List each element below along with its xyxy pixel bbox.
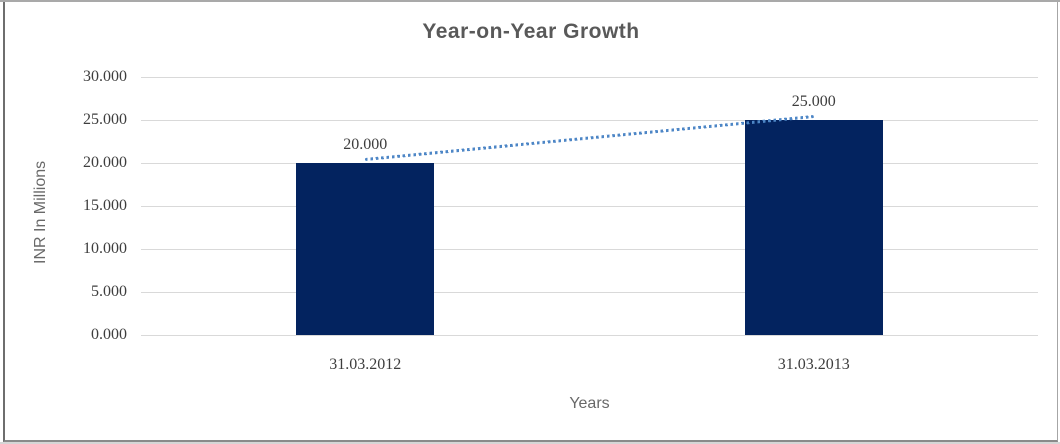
gridline (141, 205, 1038, 207)
chart-title: Year-on-Year Growth (422, 20, 640, 43)
gridline (141, 291, 1038, 293)
bar[interactable] (296, 163, 435, 335)
y-tick-label: 30.000 (83, 68, 127, 85)
x-axis-title: Years (569, 395, 610, 412)
gridline (141, 334, 1038, 336)
x-tick-label: 31.03.2012 (329, 356, 402, 373)
gridline (141, 248, 1038, 250)
bar-value-label: 25.000 (791, 93, 836, 110)
frame-bottom-border (0, 442, 1060, 444)
x-tick-label: 31.03.2013 (777, 356, 850, 373)
frame-top-border (0, 0, 1060, 2)
y-tick-label: 0.000 (91, 326, 127, 343)
y-tick-label: 5.000 (91, 283, 127, 300)
gridline (141, 76, 1038, 78)
bar[interactable] (744, 120, 883, 335)
gridline (141, 162, 1038, 164)
chart-frame[interactable]: Year-on-Year Growth INR In Millions 0.00… (3, 2, 1058, 442)
y-tick-label: 20.000 (83, 154, 127, 171)
bar-value-label: 20.000 (343, 136, 388, 153)
y-tick-label: 15.000 (83, 197, 127, 214)
y-tick-label: 25.000 (83, 111, 127, 128)
y-tick-label: 10.000 (83, 240, 127, 257)
gridline (141, 119, 1038, 121)
plot-area: 0.000 5.000 10.000 15.000 20.000 25.000 30.000… (83, 68, 1038, 373)
